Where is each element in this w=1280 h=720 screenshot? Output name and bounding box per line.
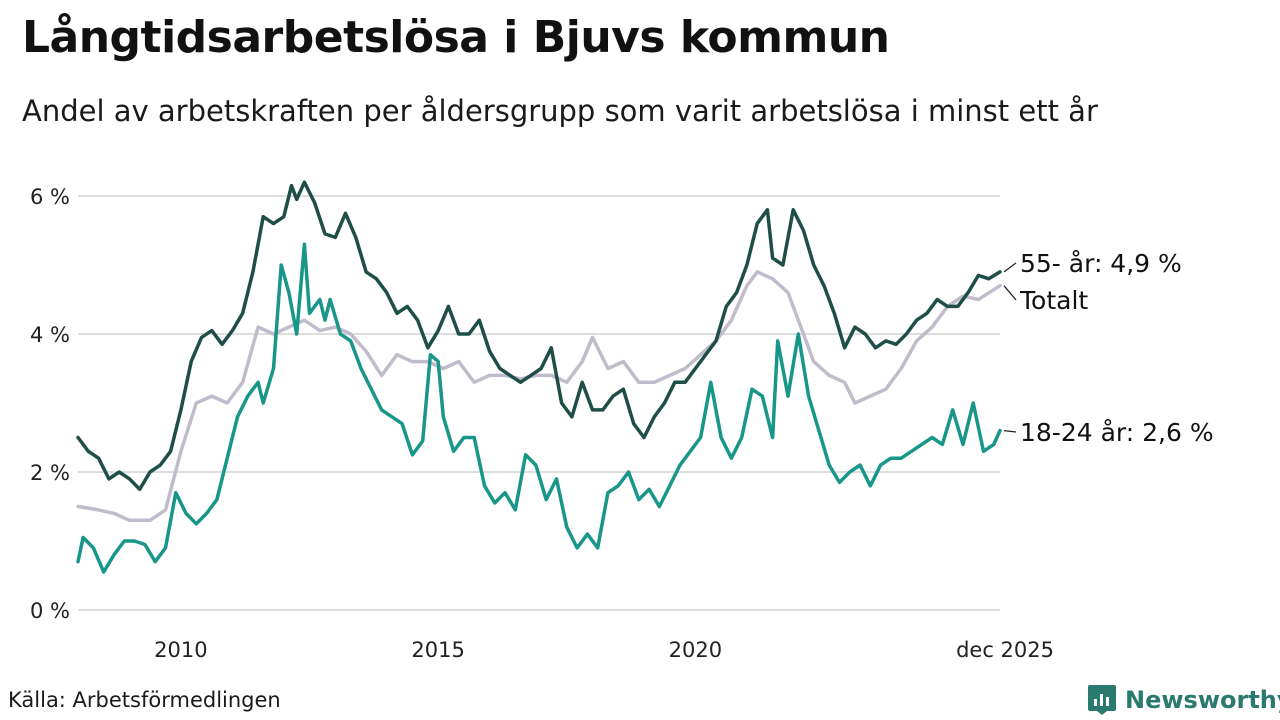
label-connector (1003, 429, 1017, 433)
chart-subtitle: Andel av arbetskraften per åldersgrupp s… (22, 94, 1098, 128)
y-tick-label: 0 % (30, 599, 70, 623)
x-axis: 2010 2015 2020 dec 2025 (154, 638, 1054, 662)
x-tick-label: 2020 (669, 638, 722, 662)
series-end-label: Totalt (1019, 286, 1088, 315)
series-line-18-24-r (76, 242, 1002, 574)
source-note: Källa: Arbetsförmedlingen (8, 688, 281, 712)
chart-title: Långtidsarbetslösa i Bjuvs kommun (22, 12, 890, 63)
label-connector (1003, 262, 1017, 273)
series-line-totalt (76, 270, 1002, 523)
x-tick-label: dec 2025 (956, 638, 1054, 662)
newsworthy-icon (1088, 685, 1116, 715)
series-end-label: 18-24 år: 2,6 % (1020, 418, 1214, 447)
x-tick-label: 2010 (154, 638, 207, 662)
grid: 0 % 2 % 4 % 6 % (30, 185, 1000, 623)
y-tick-label: 4 % (30, 323, 70, 347)
series-labels: 55- år: 4,9 % Totalt 18-24 år: 2,6 % (1003, 249, 1214, 447)
series-line-55-r (76, 180, 1002, 492)
series-end-label: 55- år: 4,9 % (1020, 249, 1182, 278)
y-tick-label: 2 % (30, 461, 70, 485)
y-tick-label: 6 % (30, 185, 70, 209)
brand-logo[interactable]: Newsworthy (1087, 684, 1280, 716)
brand-name: Newsworthy (1125, 686, 1280, 714)
series (76, 180, 1002, 574)
x-tick-label: 2015 (411, 638, 464, 662)
label-connector (1003, 285, 1017, 301)
